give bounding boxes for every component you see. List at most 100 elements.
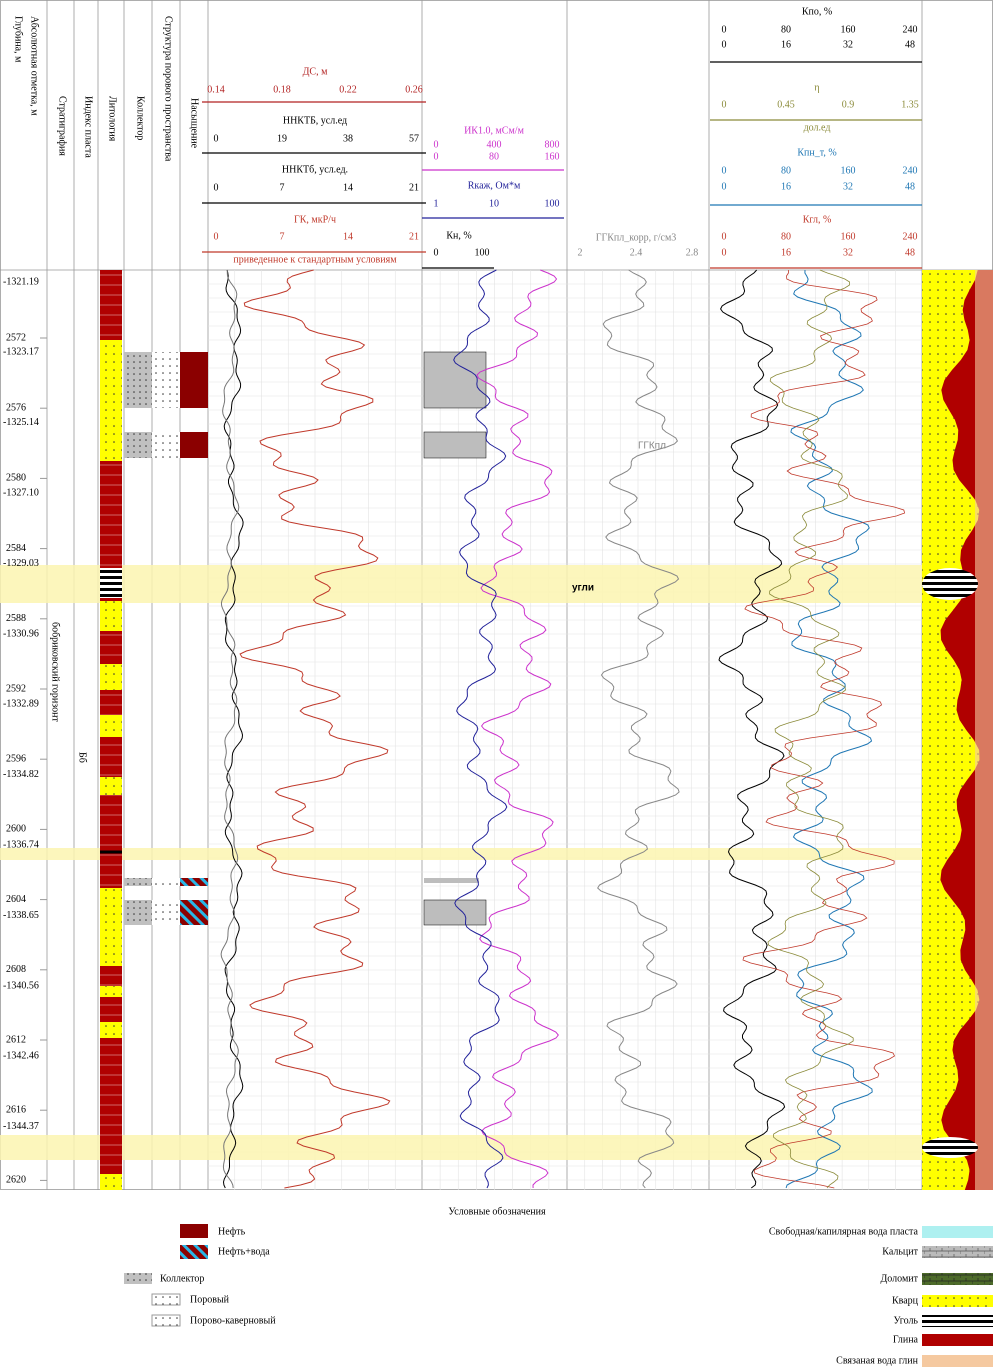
scale-tick: 160	[841, 165, 856, 176]
swatch	[151, 1293, 181, 1306]
abs-label: -1332.89	[3, 699, 39, 710]
scale-tick: 0.9	[842, 99, 855, 110]
lithology	[100, 529, 122, 549]
scale-tick: 0	[722, 247, 727, 258]
scale-tick: 2	[578, 247, 583, 258]
scale-tick: 100	[475, 247, 490, 258]
lithology	[100, 278, 122, 300]
eta-curve	[767, 269, 854, 1189]
scale-tick: 240	[903, 231, 918, 242]
lithology	[100, 451, 122, 461]
lithology	[100, 937, 122, 966]
scale-tick: 0	[434, 139, 439, 150]
scale-title: ГК, мкР/ч	[294, 214, 336, 225]
lithology	[100, 601, 122, 631]
abs-label: -1325.14	[3, 417, 39, 428]
depth-label: 2576	[6, 402, 26, 413]
scale-title: ННКТб, усл.ед.	[282, 164, 348, 175]
lithology	[100, 888, 122, 898]
legend-label: Нефть+вода	[218, 1246, 270, 1257]
scale-tick: 38	[343, 133, 353, 144]
annotation: угли	[572, 583, 594, 594]
column-title: Индекс пласта	[83, 96, 94, 158]
lithology	[100, 1101, 122, 1127]
scale-tick: 0.22	[339, 84, 357, 95]
depth-label: 2608	[6, 964, 26, 975]
scale-title: ДС, м	[303, 66, 328, 77]
scale-tick: 16	[781, 39, 791, 50]
lithology	[100, 869, 122, 888]
collector	[124, 352, 152, 408]
scale-tick: 240	[903, 24, 918, 35]
column-title: Структура порового пространства	[163, 16, 174, 162]
rkaj-curve	[453, 269, 508, 1189]
ik-curve	[476, 269, 559, 1189]
legend-label: Порово-каверновый	[190, 1315, 276, 1326]
lithology	[100, 750, 122, 777]
abs-label: -1344.37	[3, 1121, 39, 1132]
lithology	[100, 1144, 122, 1152]
coal-band	[0, 848, 993, 860]
depth-label: 2592	[6, 683, 26, 694]
collector	[124, 432, 152, 458]
scale-tick: 0	[722, 39, 727, 50]
scale-tick: 0	[722, 165, 727, 176]
column-title: Коллектор	[135, 96, 146, 140]
scale-title: ННКТБ, усл.ед	[283, 115, 347, 126]
annotation: бобриковский горизонт	[50, 622, 61, 722]
gk-curve	[239, 269, 391, 1189]
lithology	[100, 1174, 122, 1187]
lithology	[100, 664, 122, 690]
swatch	[922, 1295, 993, 1307]
legend-label: Свободная/капилярная вода пласта	[769, 1226, 919, 1237]
swatch	[922, 1226, 993, 1238]
abs-label: -1323.17	[3, 347, 39, 358]
lithology	[100, 1089, 122, 1101]
scale-title: Кгл, %	[803, 214, 832, 225]
scale-tick: 0.14	[207, 84, 225, 95]
swatch	[922, 1273, 993, 1285]
abs-label: -1338.65	[3, 910, 39, 921]
lithology	[100, 1152, 122, 1174]
legend-label: Связаная вода глин	[836, 1355, 918, 1366]
column-title: Литология	[107, 96, 118, 142]
abs-label: -1334.82	[3, 769, 39, 780]
scale-tick: 800	[545, 139, 560, 150]
lithology	[100, 715, 122, 737]
lithology	[100, 549, 122, 560]
legend-title: Условные обозначения	[448, 1206, 546, 1217]
oil-saturation	[423, 431, 487, 459]
scale-tick: 80	[781, 24, 791, 35]
scale-tick: 2.8	[686, 247, 699, 258]
scale-tick: 80	[489, 151, 499, 162]
scale-tick: 0	[434, 151, 439, 162]
depth-label: 2584	[6, 543, 26, 554]
depth-label: 2600	[6, 824, 26, 835]
lithology	[100, 1187, 122, 1190]
lithology	[100, 986, 122, 997]
scale-tick: 0.26	[405, 84, 423, 95]
lithology	[100, 997, 122, 1022]
abs-label: -1336.74	[3, 839, 39, 850]
swatch	[922, 1334, 993, 1346]
collector	[124, 878, 152, 886]
lithology	[100, 1068, 122, 1089]
abs-label: -1321.19	[3, 276, 39, 287]
scale-tick: 16	[781, 247, 791, 258]
scale-tick: 7	[280, 182, 285, 193]
swatch	[151, 1314, 181, 1327]
lithology	[100, 898, 122, 922]
ds-curve	[222, 269, 244, 1189]
scale-tick: 160	[841, 24, 856, 35]
column-title: Глубина, м	[13, 16, 24, 63]
column-title: Стратиграфия	[57, 96, 68, 156]
lithology	[100, 652, 122, 664]
abs-label: -1330.96	[3, 628, 39, 639]
scale-title: Кпн_т, %	[797, 147, 836, 158]
lithology	[100, 795, 122, 804]
scale-tick: 2.4	[630, 247, 643, 258]
scale-tick: 100	[545, 198, 560, 209]
header: Глубина, м Абсолютная отметка, м Стратигра…	[3, 6, 922, 1186]
scale-tick: 10	[489, 198, 499, 209]
ggk-curve	[597, 269, 680, 1189]
